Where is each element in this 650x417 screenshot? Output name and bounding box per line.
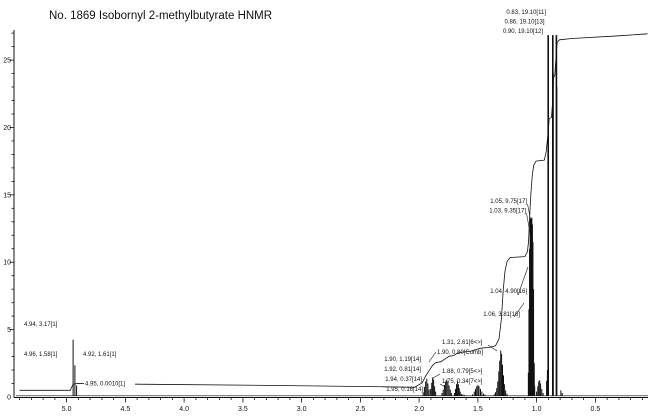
x-tick-label: 1.0 [532, 406, 542, 413]
label-leader [432, 373, 441, 379]
x-tick-label: 2.0 [414, 406, 424, 413]
x-tick-label: 3.0 [297, 406, 307, 413]
y-tick-label: 10 [3, 260, 11, 267]
x-tick-label: 1.5 [473, 406, 483, 413]
x-tick-label: 2.5 [356, 406, 366, 413]
peak-label: 0.86, 19.10[13] [504, 20, 544, 26]
peak-label: 1.90, 1.19[14] [384, 357, 421, 363]
chart-title: No. 1869 Isobornyl 2-methylbutyrate HNMR [49, 10, 273, 22]
peak-label: 1.04, 4.90[16] [490, 289, 527, 295]
label-leader [439, 383, 448, 389]
peak-label: 1.95, 0.16[14] [386, 387, 423, 393]
peak-label: 1.90, 0.80[Comb] [437, 350, 483, 356]
y-tick-label: 20 [3, 125, 11, 132]
peak-label: 1.06, 3.81[16] [483, 312, 520, 318]
label-leader [428, 351, 437, 363]
y-tick-label: 5 [7, 327, 11, 334]
peak-label: 1.94, 0.37[14] [385, 377, 422, 383]
label-leader [487, 344, 498, 352]
peak-label: 1.92, 0.81[14] [384, 367, 421, 373]
x-tick-label: 4.5 [121, 406, 131, 413]
x-tick-label: 3.5 [238, 406, 248, 413]
peak-label: 1.75, 0.34[7<>] [442, 379, 483, 385]
peak-label: 0.83, 19.10[11] [506, 10, 546, 16]
label-leader [527, 203, 532, 223]
integral-curve [19, 33, 648, 391]
y-tick-label: 25 [3, 58, 11, 65]
label-leader [526, 212, 531, 234]
peak-label: 1.05, 9.75[17] [490, 199, 527, 205]
peak-label: 1.88, 0.79[5<>] [442, 369, 483, 375]
peak-label: 4.94, 3.17[1] [24, 322, 58, 328]
x-tick-label: 4.0 [179, 406, 189, 413]
peak-label: 1.31, 2.61[6<>] [442, 340, 483, 346]
y-tick-label: 15 [3, 192, 11, 199]
x-tick-label: 0.5 [590, 406, 600, 413]
y-tick-label: 0 [7, 395, 11, 402]
label-leader [517, 266, 529, 296]
peak-label: 0.90, 19.10[12] [503, 29, 543, 35]
label-leader [513, 302, 525, 318]
peak-label: 4.95, 0.0010[1] [85, 382, 125, 388]
x-tick-label: 5.0 [62, 406, 72, 413]
peak-label: 4.96, 1.58[1] [24, 352, 58, 358]
peak-label: 1.03, 9.35[17] [489, 209, 526, 215]
label-bg [84, 379, 135, 387]
peak-label: 4.92, 1.61[1] [83, 352, 117, 358]
